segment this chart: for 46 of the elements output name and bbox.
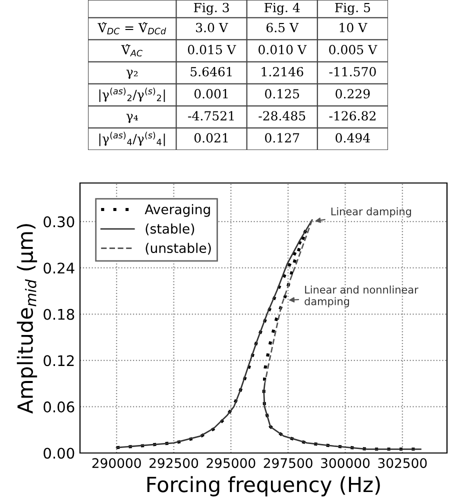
y-tick-label: 0.12 [44,355,74,366]
text: 0.125 [265,89,300,98]
text: 0.021 [194,133,228,143]
x-tick-label: 300000 [321,458,370,468]
annotation: Linear damping [331,207,411,218]
x-tick-label: 302500 [378,458,427,468]
text: 3.0 V [196,22,228,32]
legend-label: Averaging [144,204,210,217]
text: -28.485 [258,111,306,121]
category-label: |γ$^{(as)}$$_{2}$/γ$^{(s)}$$_{2}$| [99,88,165,102]
category-label: V̂$_{DC}$ = V̂$_{DCd}$ [98,22,166,34]
text: -126.82 [329,111,376,121]
annotation: Linear and nonnlinear damping [304,286,418,308]
x-tick-label: 290000 [92,458,141,468]
text: 1.2146 [262,66,304,76]
legend-label: (unstable) [146,242,211,255]
x-tick-label: 292500 [150,458,198,468]
y-tick-label: 0.06 [44,401,74,412]
text: 5.6461 [190,66,232,76]
text: 0.127 [265,133,300,143]
text: 0.229 [336,89,370,98]
x-tick-label: 297500 [264,458,312,468]
text: 0.015 V [188,44,236,54]
text: -11.570 [329,66,376,76]
y-tick-label: 0.18 [44,308,74,320]
y-tick-label: 0.30 [44,216,74,228]
category-label: γ₄ [126,114,138,123]
y-axis-title: Amplitude$_{mid}$ (μm) [16,224,38,414]
x-axis-title: Forcing frequency (Hz) [147,476,380,496]
legend-label: (stable) [146,223,194,236]
category-label: Fig. 4 [264,2,300,15]
text: 6.5 V [266,22,299,32]
text: 0.010 V [258,44,307,54]
category-label: |γ$^{(as)}$$_{4}$/γ$^{(s)}$$_{4}$| [99,132,165,146]
text: 10 V [340,22,368,32]
text: 0.494 [336,133,370,143]
category-label: V̂$_{AC}$ [121,44,143,56]
x-tick-label: 295000 [206,458,256,468]
text: -4.7521 [188,111,234,121]
category-label: γ₂ [126,70,138,79]
y-tick-label: 0.00 [44,448,74,459]
category-label: Fig. 5 [335,2,370,15]
text: 0.005 V [329,44,378,54]
text: 0.001 [194,89,228,98]
y-tick-label: 0.24 [44,262,74,274]
category-label: Fig. 3 [194,2,229,15]
